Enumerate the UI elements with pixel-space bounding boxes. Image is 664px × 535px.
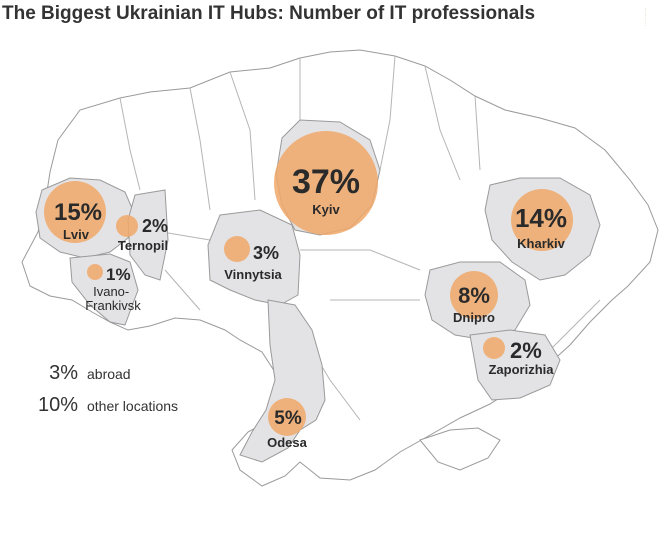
bubble-zaporizhia	[483, 337, 505, 359]
bubble-kyiv	[274, 131, 378, 235]
label-kyiv-percent: 37%	[292, 163, 360, 201]
label-dnipro-city: Dnipro	[453, 310, 495, 325]
label-ternopil-city: Ternopil	[118, 238, 168, 253]
legend-value: 10%	[37, 394, 78, 416]
label-zaporizhia-percent: 2%	[510, 338, 542, 363]
region-ivano-frankivsk	[69, 253, 139, 326]
legend-row-abroad: 3% abroad	[0, 362, 131, 385]
bubble-ternopil	[116, 215, 138, 237]
southern-coast	[419, 427, 501, 471]
label-ivano-line1: Ivano-	[93, 284, 129, 299]
label-zaporizhia-city: Zaporizhia	[488, 362, 554, 377]
label-ivano-frankivsk-percent: 1%	[106, 265, 131, 284]
label-ternopil-percent: 2%	[142, 216, 168, 236]
hub-labels: 37% Kyiv 15% Lviv 14% Kharkiv 8% Dnipro …	[54, 163, 567, 450]
label-kyiv-city: Kyiv	[312, 202, 340, 217]
label-ivano-frankivsk-city: Ivano- Frankivsk	[85, 284, 141, 313]
label-vinnytsia-city: Vinnytsia	[224, 267, 282, 282]
legend-label: abroad	[87, 366, 131, 382]
bubble-lviv	[44, 181, 106, 243]
hub-bubbles	[44, 131, 573, 436]
label-kharkiv-percent: 14%	[515, 203, 567, 233]
label-lviv-city: Lviv	[63, 227, 90, 242]
map-title: The Biggest Ukrainian IT Hubs: Number of…	[2, 3, 536, 24]
label-odesa-city: Odesa	[267, 435, 308, 450]
label-vinnytsia-percent: 3%	[253, 243, 279, 263]
label-kharkiv-city: Kharkiv	[517, 236, 565, 251]
bubble-ivano-frankivsk	[87, 264, 103, 280]
legend-label: other locations	[87, 398, 179, 414]
label-lviv-percent: 15%	[54, 199, 102, 226]
bubble-vinnytsia	[224, 236, 250, 262]
legend-row-other: 10% other locations	[0, 394, 178, 417]
label-ivano-line2: Frankivsk	[85, 298, 141, 313]
legend-value: 3%	[49, 362, 78, 384]
label-dnipro-percent: 8%	[458, 283, 490, 308]
corner-mark	[645, 8, 658, 26]
bubble-odesa	[268, 398, 306, 436]
label-odesa-percent: 5%	[274, 408, 302, 429]
bubble-dnipro	[450, 271, 498, 319]
bubble-kharkiv	[511, 189, 573, 251]
